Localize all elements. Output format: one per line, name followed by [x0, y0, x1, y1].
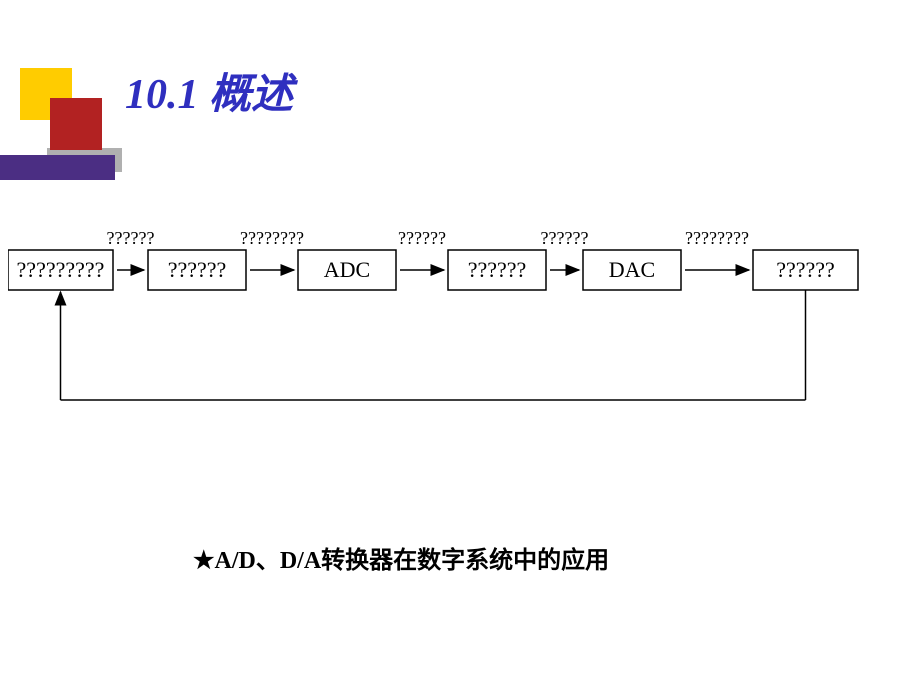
flow-label: ????????	[685, 228, 749, 248]
flow-label: DAC	[609, 257, 655, 282]
logo-red-box	[50, 98, 102, 150]
flow-label: ????????	[240, 228, 304, 248]
flow-label: ??????	[168, 257, 227, 282]
flow-label: ??????	[776, 257, 835, 282]
star-icon: ★	[193, 547, 215, 574]
flow-label: ??????	[398, 228, 446, 248]
flow-label: ??????	[468, 257, 527, 282]
flow-label: ??????	[541, 228, 589, 248]
flow-label: ??????	[107, 228, 155, 248]
diagram-caption: ★A/D、D/A转换器在数字系统中的应用	[193, 540, 609, 575]
logo-blue-bar	[0, 155, 115, 180]
flow-diagram: ??????????????? ADC?????? DAC?????????????…	[8, 225, 912, 425]
caption-text: A/D、D/A转换器在数字系统中的应用	[215, 548, 610, 574]
flow-label: ?????????	[17, 257, 105, 282]
flow-label: ADC	[324, 257, 370, 282]
section-title: 10.1 概述	[125, 60, 293, 121]
